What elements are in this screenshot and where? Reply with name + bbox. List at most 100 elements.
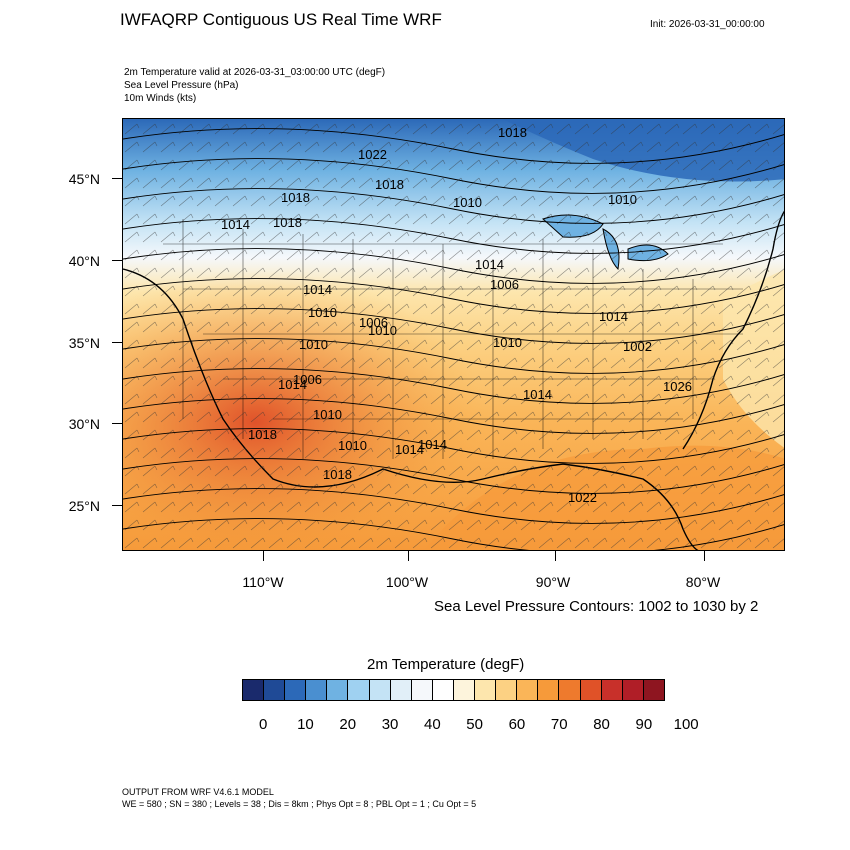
colorbar-swatch <box>601 680 623 700</box>
lat-label-35: 35°N <box>68 335 100 351</box>
weather-map: 1018 1022 1018 1018 1018 1010 1014 1010 1014 1014… <box>122 118 785 551</box>
lat-label-40: 40°N <box>68 253 100 269</box>
pressure-label: 1010 <box>368 323 397 338</box>
isobar-line <box>123 338 784 374</box>
contour-note: Sea Level Pressure Contours: 1002 to 103… <box>434 598 759 615</box>
pressure-label: 1006 <box>293 372 322 387</box>
isobar-line <box>123 248 784 284</box>
colorbar-swatch <box>517 680 539 700</box>
wind-barbs <box>123 119 784 550</box>
colorbar-swatch <box>369 680 391 700</box>
lon-tick <box>263 551 264 561</box>
pressure-label: 1018 <box>273 215 302 230</box>
isobar-line <box>123 368 784 404</box>
subtitle-temperature: 2m Temperature valid at 2026-03-31_03:00… <box>124 67 386 78</box>
isobar-line <box>123 488 784 524</box>
pressure-label: 1014 <box>278 377 307 392</box>
colorbar-swatch <box>559 680 581 700</box>
pressure-label: 1018 <box>323 467 352 482</box>
temperature-colorbar <box>242 679 665 701</box>
isobar-line <box>123 308 784 344</box>
pressure-isobars <box>123 128 784 550</box>
colorbar-label: 60 <box>508 716 526 733</box>
colorbar-label: 40 <box>424 716 441 733</box>
lat-tick <box>112 260 122 261</box>
colorbar-label: 80 <box>593 716 610 733</box>
colorbar-label: 90 <box>635 716 653 733</box>
colorbar-swatch <box>643 680 664 700</box>
colorbar-swatch <box>496 680 518 700</box>
pressure-label: 1010 <box>299 337 328 352</box>
colorbar-swatch <box>432 680 454 700</box>
pressure-label: 1018 <box>375 177 404 192</box>
pressure-label: 1010 <box>308 305 337 320</box>
lat-label-30: 30°N <box>68 416 100 432</box>
colorbar-swatch <box>622 680 644 700</box>
lat-tick <box>112 342 122 343</box>
colorbar-label: 30 <box>381 716 399 733</box>
pressure-label: 1010 <box>338 438 367 453</box>
colorbar-label: 70 <box>550 716 568 733</box>
colorbar-title: 2m Temperature (degF) <box>367 656 525 673</box>
lat-label-45: 45°N <box>68 171 100 187</box>
pressure-label: 1014 <box>303 282 332 297</box>
map-canvas: 1018102210181018101810101014101010141014… <box>123 119 784 550</box>
isobar-line <box>123 458 784 494</box>
pressure-label: 1022 <box>358 147 387 162</box>
lon-tick <box>704 551 705 561</box>
colorbar-swatch <box>327 680 349 700</box>
colorbar-swatch <box>306 680 328 700</box>
lat-tick <box>112 423 122 424</box>
pressure-label: 1002 <box>623 339 652 354</box>
lat-tick <box>112 178 122 179</box>
pressure-label: 1014 <box>599 309 628 324</box>
footer-params: WE = 580 ; SN = 380 ; Levels = 38 ; Dis … <box>122 799 477 809</box>
pressure-label: 1014 <box>475 257 504 272</box>
pressure-label: 1006 <box>490 277 519 292</box>
lon-tick <box>408 551 409 561</box>
pressure-label: 1014 <box>418 437 447 452</box>
colorbar-swatch <box>285 680 307 700</box>
colorbar-swatch <box>453 680 476 700</box>
subtitle-pressure: Sea Level Pressure (hPa) <box>124 80 239 91</box>
colorbar-swatch <box>538 680 560 700</box>
colorbar-swatch <box>264 680 286 700</box>
pressure-label: 1010 <box>453 195 482 210</box>
pressure-label: 1010 <box>608 192 637 207</box>
pressure-label: 1022 <box>568 490 597 505</box>
lon-label-110w: 110°W <box>242 574 284 590</box>
isobar-line <box>123 278 784 314</box>
footer-model: OUTPUT FROM WRF V4.6.1 MODEL <box>122 787 274 797</box>
map-title: IWFAQRP Contiguous US Real Time WRF <box>120 10 442 29</box>
colorbar-swatch <box>390 680 412 700</box>
colorbar-label: 10 <box>297 716 314 733</box>
pressure-label: 1010 <box>493 335 522 350</box>
colorbar-swatch <box>475 680 497 700</box>
lat-tick <box>112 505 122 506</box>
subtitle-winds: 10m Winds (kts) <box>124 93 197 104</box>
pressure-label: 1026 <box>663 379 692 394</box>
isobar-line <box>123 518 784 550</box>
isobar-line <box>123 188 784 224</box>
colorbar-swatch <box>411 680 433 700</box>
colorbar-label: 0 <box>258 716 268 733</box>
lon-label-90w: 90°W <box>535 574 571 590</box>
colorbar-label: 100 <box>673 716 699 733</box>
isobar-line <box>123 218 784 254</box>
pressure-label: 1014 <box>523 387 552 402</box>
pressure-label: 1018 <box>281 190 310 205</box>
pressure-label: 1010 <box>313 407 342 422</box>
lon-label-100w: 100°W <box>385 574 429 590</box>
pressure-label: 1014 <box>395 442 424 457</box>
lon-tick <box>555 551 556 561</box>
colorbar-label: 50 <box>466 716 483 733</box>
isobar-line <box>123 128 784 164</box>
colorbar-label: 20 <box>339 716 357 733</box>
pressure-label: 1014 <box>221 217 250 232</box>
pressure-label: 1006 <box>359 315 388 330</box>
isobar-line <box>123 428 784 464</box>
isobar-line <box>123 398 784 434</box>
lat-label-25: 25°N <box>68 498 100 514</box>
init-time: Init: 2026-03-31_00:00:00 <box>650 19 765 30</box>
pressure-label: 1018 <box>248 427 277 442</box>
